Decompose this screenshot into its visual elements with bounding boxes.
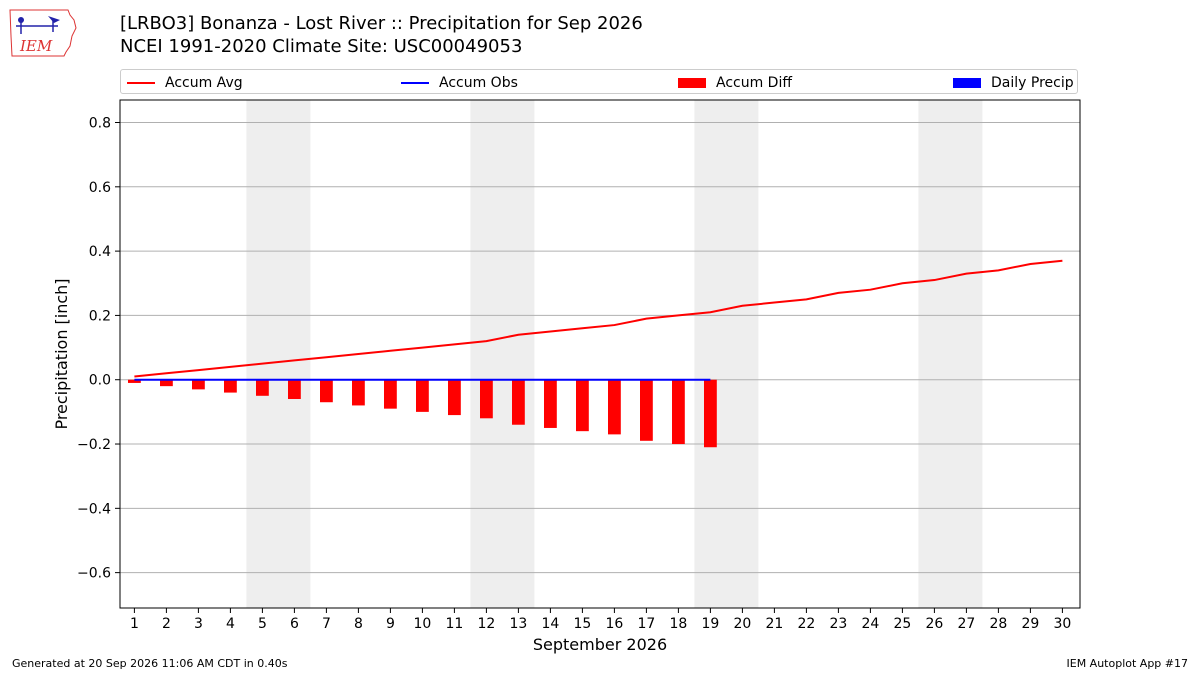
y-tick-label: −0.6 bbox=[77, 566, 111, 582]
y-tick-label: 0.8 bbox=[89, 116, 111, 132]
accum-diff-bar bbox=[416, 379, 429, 412]
logo-state-outline bbox=[9, 9, 77, 57]
accum-diff-bar bbox=[608, 379, 621, 435]
accum-diff-bar bbox=[256, 379, 269, 396]
x-tick-label: 26 bbox=[925, 616, 943, 632]
accum-diff-bar bbox=[704, 379, 717, 448]
chart-title: [LRBO3] Bonanza - Lost River :: Precipit… bbox=[120, 13, 643, 34]
accum-diff-bar bbox=[320, 379, 333, 403]
accum-diff-bar bbox=[224, 379, 237, 393]
accum-diff-bar bbox=[160, 379, 173, 387]
accum-diff-bar bbox=[480, 379, 493, 419]
legend-item-daily-precip: Daily Precip bbox=[953, 70, 1074, 95]
legend-swatch-daily-precip bbox=[953, 77, 981, 88]
y-tick-label: 0.4 bbox=[89, 244, 111, 260]
x-tick-label: 29 bbox=[1021, 616, 1039, 632]
generated-timestamp: Generated at 20 Sep 2026 11:06 AM CDT in… bbox=[12, 657, 288, 670]
accum-diff-bars bbox=[128, 379, 717, 448]
accum-diff-bar bbox=[288, 379, 301, 400]
x-tick-label: 25 bbox=[893, 616, 911, 632]
x-tick-label: 13 bbox=[509, 616, 527, 632]
x-tick-label: 10 bbox=[413, 616, 431, 632]
accum-avg-line bbox=[134, 259, 1063, 378]
legend-item-accum-obs: Accum Obs bbox=[401, 70, 518, 95]
logo-text: IEM bbox=[19, 37, 53, 55]
x-tick-label: 30 bbox=[1053, 616, 1071, 632]
plot-frame bbox=[119, 99, 1081, 609]
x-axis-ticks: 1 2 3 4 5 6 7 8 9 10 11 12 13 14 15 16 17 18 19 20 21 22 23 24 2… bbox=[130, 608, 1071, 632]
x-tick-label: 21 bbox=[765, 616, 783, 632]
weekend-band bbox=[918, 100, 983, 608]
x-tick-label: 11 bbox=[445, 616, 463, 632]
legend-swatch-accum-obs bbox=[401, 81, 429, 84]
accum-diff-bar bbox=[352, 379, 365, 406]
x-tick-label: 20 bbox=[733, 616, 751, 632]
chart-subtitle: NCEI 1991-2020 Climate Site: USC00049053 bbox=[120, 36, 523, 57]
accum-diff-bar bbox=[640, 379, 653, 441]
x-axis-title: September 2026 bbox=[533, 635, 667, 654]
logo-station-dot bbox=[18, 17, 24, 23]
accum-diff-bar bbox=[512, 379, 525, 425]
accum-diff-bar bbox=[672, 379, 685, 445]
x-tick-label: 6 bbox=[290, 616, 299, 632]
accum-diff-bar bbox=[128, 379, 141, 383]
legend-item-accum-avg: Accum Avg bbox=[127, 70, 243, 95]
chart-legend: Accum Avg Accum Obs Accum Diff Daily Pre… bbox=[120, 69, 1078, 94]
x-tick-label: 1 bbox=[130, 616, 139, 632]
autoplot-app-label: IEM Autoplot App #17 bbox=[1066, 657, 1189, 670]
y-tick-label: 0.2 bbox=[89, 308, 111, 324]
accum-diff-bar bbox=[384, 379, 397, 409]
x-tick-label: 7 bbox=[322, 616, 331, 632]
series-lines bbox=[134, 259, 1063, 381]
legend-label-accum-diff: Accum Diff bbox=[716, 74, 793, 91]
x-tick-label: 5 bbox=[258, 616, 267, 632]
legend-label-daily-precip: Daily Precip bbox=[991, 74, 1074, 91]
x-tick-label: 3 bbox=[194, 616, 203, 632]
y-tick-label: 0.0 bbox=[89, 373, 111, 389]
legend-item-accum-diff: Accum Diff bbox=[678, 70, 792, 95]
x-tick-label: 14 bbox=[541, 616, 559, 632]
accum-diff-bar bbox=[576, 379, 589, 432]
accum-diff-bar bbox=[192, 379, 205, 390]
legend-label-accum-avg: Accum Avg bbox=[165, 74, 243, 91]
x-tick-label: 16 bbox=[605, 616, 623, 632]
accum-diff-bar bbox=[448, 379, 461, 416]
x-tick-label: 19 bbox=[701, 616, 719, 632]
x-tick-label: 18 bbox=[669, 616, 687, 632]
accum-diff-bar bbox=[544, 379, 557, 428]
legend-label-accum-obs: Accum Obs bbox=[439, 74, 518, 91]
weekend-band bbox=[694, 100, 759, 608]
weekend-band bbox=[246, 100, 311, 608]
x-tick-label: 9 bbox=[386, 616, 395, 632]
y-tick-label: 0.6 bbox=[89, 180, 111, 196]
chart-title-block: [LRBO3] Bonanza - Lost River :: Precipit… bbox=[120, 12, 643, 58]
iem-logo: IEM bbox=[9, 9, 77, 57]
weekend-band bbox=[470, 100, 535, 608]
x-tick-label: 27 bbox=[957, 616, 975, 632]
x-tick-label: 15 bbox=[573, 616, 591, 632]
x-tick-label: 2 bbox=[162, 616, 171, 632]
legend-swatch-accum-diff bbox=[678, 77, 706, 88]
x-tick-label: 24 bbox=[861, 616, 879, 632]
y-axis-title: Precipitation [inch] bbox=[52, 278, 71, 429]
legend-swatch-accum-avg bbox=[127, 81, 155, 84]
x-tick-label: 4 bbox=[226, 616, 235, 632]
y-tick-label: −0.4 bbox=[77, 501, 111, 517]
y-tick-label: −0.2 bbox=[77, 437, 111, 453]
x-tick-label: 23 bbox=[829, 616, 847, 632]
x-tick-label: 8 bbox=[354, 616, 363, 632]
x-tick-label: 28 bbox=[989, 616, 1007, 632]
weekend-bands bbox=[246, 100, 983, 608]
x-tick-label: 17 bbox=[637, 616, 655, 632]
y-axis-ticks: −0.6 −0.4 −0.2 0.0 0.2 0.4 0.6 0.8 bbox=[77, 116, 120, 582]
x-tick-label: 12 bbox=[477, 616, 495, 632]
x-tick-label: 22 bbox=[797, 616, 815, 632]
